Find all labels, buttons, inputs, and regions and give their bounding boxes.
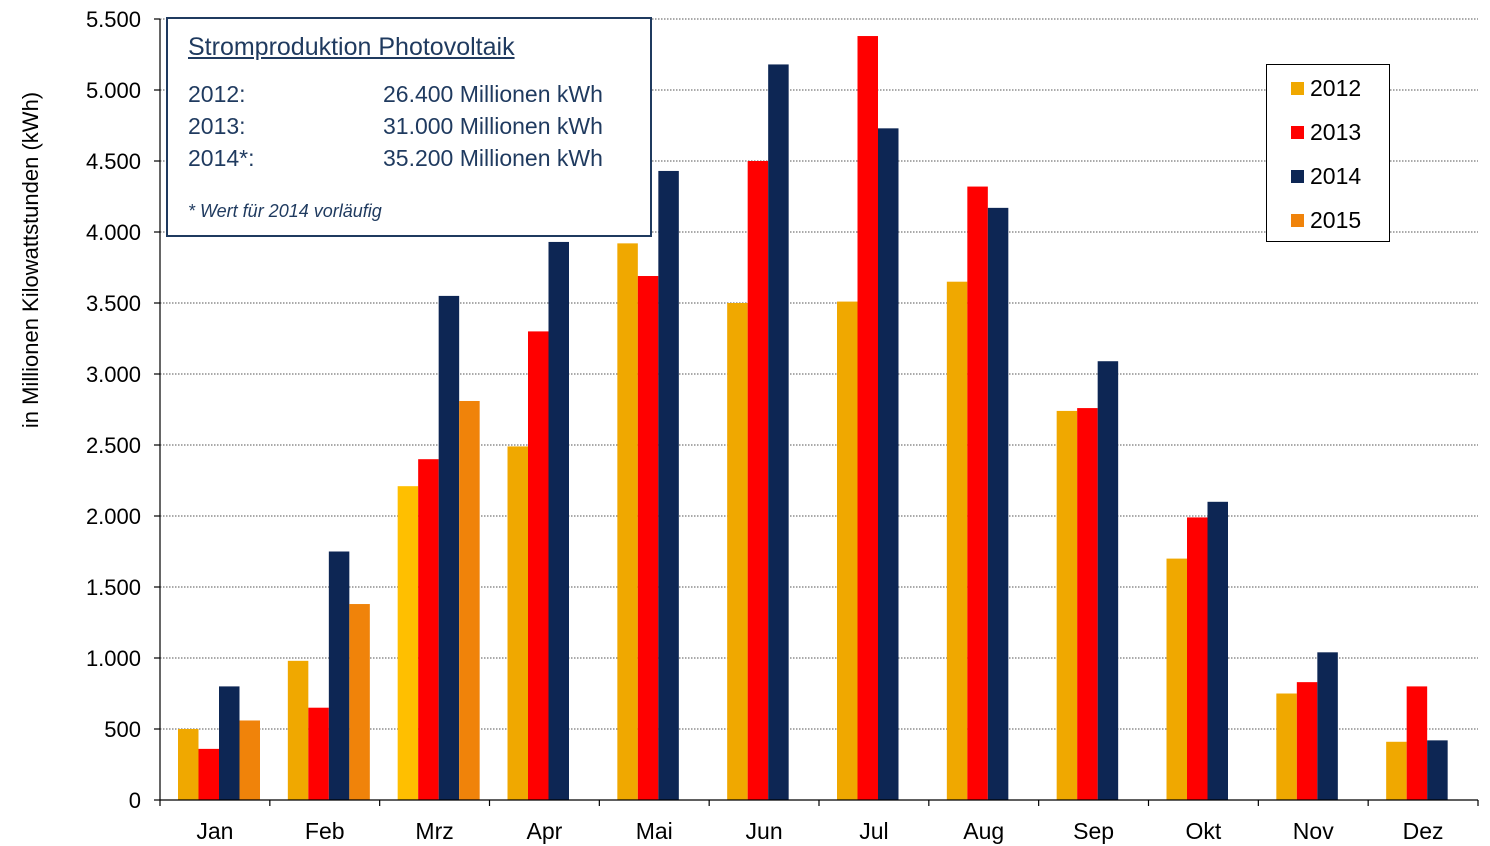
y-tick-label: 4.000 <box>86 220 141 245</box>
x-tick-label: Jan <box>196 818 233 844</box>
legend-label: 2015 <box>1310 206 1362 233</box>
bar-2012-aug <box>946 281 968 800</box>
bar-2012-nov <box>1276 693 1297 800</box>
x-tick-label: Aug <box>963 818 1004 844</box>
summary-year: 2012: <box>188 81 246 107</box>
bar-2013-aug <box>967 186 988 800</box>
y-tick-label: 2.000 <box>86 504 141 529</box>
legend-swatch-2013 <box>1291 125 1304 139</box>
x-tick-label: Nov <box>1293 818 1334 844</box>
bar-2014-okt <box>1207 501 1228 800</box>
bar-2014-mrz <box>438 295 460 800</box>
summary-row-2013: 2013: 31.000 Millionen kWh <box>188 113 603 140</box>
bar-2014-apr <box>548 241 569 800</box>
summary-box: Stromproduktion Photovoltaik 2012: 26.40… <box>166 17 652 237</box>
legend-label: 2012 <box>1310 74 1362 101</box>
x-tick-label: Mrz <box>415 818 453 844</box>
y-tick-label: 4.500 <box>86 149 141 174</box>
bar-2013-jan <box>198 748 219 800</box>
x-tick-label: Feb <box>305 818 345 844</box>
bar-2014-mai <box>658 170 679 800</box>
x-tick-label: Apr <box>527 818 563 844</box>
y-tick-label: 1.000 <box>86 646 141 671</box>
chart-legend: 2012 2013 2014 2015 <box>1266 64 1390 242</box>
summary-value: 26.400 Millionen kWh <box>383 81 603 107</box>
bar-2013-dez <box>1406 686 1428 800</box>
bar-2014-jan <box>219 686 240 800</box>
summary-title: Stromproduktion Photovoltaik <box>188 33 515 61</box>
legend-swatch-2014 <box>1291 169 1304 183</box>
y-axis-label: in Millionen Kilowattstunden (kWh) <box>18 92 43 428</box>
bar-2014-aug <box>987 207 1009 801</box>
legend-label: 2013 <box>1310 118 1362 145</box>
bar-2012-jul <box>837 301 858 800</box>
bar-2012-jan <box>178 729 199 800</box>
bar-2015-jan <box>239 720 260 800</box>
legend-item-2014: 2014 <box>1291 163 1361 189</box>
legend-swatch-2015 <box>1291 213 1304 227</box>
bar-2015-feb <box>349 604 370 800</box>
bar-2013-sep <box>1077 408 1098 800</box>
legend-swatch-2012 <box>1291 81 1304 95</box>
bar-2012-mai <box>617 243 638 801</box>
bar-2012-jun <box>727 303 748 800</box>
bar-2013-mai <box>637 276 659 800</box>
x-tick-label: Mai <box>636 818 673 844</box>
bar-2015-mrz <box>459 400 480 800</box>
summary-year: 2014*: <box>188 145 255 171</box>
summary-value: 31.000 Millionen kWh <box>383 113 603 139</box>
x-tick-label: Sep <box>1073 818 1114 844</box>
bar-2012-sep <box>1056 410 1078 800</box>
y-tick-labels: 0 500 1.000 1.500 2.000 2.500 3.000 3.500 4.000 4… <box>86 7 141 813</box>
y-tick-label: 0 <box>129 788 141 813</box>
bar-2014-jul <box>878 128 899 801</box>
bar-2013-jul <box>857 36 878 801</box>
bar-2013-feb <box>308 707 329 800</box>
legend-item-2013: 2013 <box>1291 119 1361 145</box>
summary-year: 2013: <box>188 113 246 139</box>
summary-footnote: * Wert für 2014 vorläufig <box>188 201 382 221</box>
axes <box>154 18 1479 806</box>
summary-row-2014: 2014*: 35.200 Millionen kWh <box>188 145 603 172</box>
bar-2013-apr <box>528 331 549 800</box>
bars <box>178 36 1448 801</box>
x-tick-label: Jul <box>859 818 888 844</box>
bar-2013-jun <box>747 161 769 800</box>
x-tick-label: Jun <box>746 818 783 844</box>
legend-item-2015: 2015 <box>1291 207 1361 233</box>
bar-2012-mrz <box>397 486 419 800</box>
bar-2014-jun <box>768 64 789 800</box>
y-tick-label: 500 <box>104 717 141 742</box>
bar-2012-okt <box>1166 558 1187 800</box>
summary-row-2012: 2012: 26.400 Millionen kWh <box>188 81 603 108</box>
x-tick-labels: Jan Feb Mrz Apr Mai Jun Jul Aug Sep Okt Nov Dez <box>196 818 1443 844</box>
bar-2014-nov <box>1317 652 1338 800</box>
x-tick-label: Dez <box>1403 818 1444 844</box>
bar-2012-feb <box>287 660 309 800</box>
bar-2014-feb <box>328 551 350 800</box>
y-tick-label: 5.000 <box>86 78 141 103</box>
summary-value: 35.200 Millionen kWh <box>383 145 603 171</box>
bar-2014-sep <box>1097 361 1119 800</box>
y-tick-label: 3.000 <box>86 362 141 387</box>
legend-label: 2014 <box>1310 162 1362 189</box>
bar-2012-apr <box>507 446 528 800</box>
bar-2013-mrz <box>418 459 439 800</box>
y-tick-label: 5.500 <box>86 7 141 32</box>
y-tick-label: 2.500 <box>86 433 141 458</box>
bar-2013-nov <box>1296 682 1318 800</box>
y-tick-label: 1.500 <box>86 575 141 600</box>
legend-item-2012: 2012 <box>1291 75 1361 101</box>
bar-2012-dez <box>1386 741 1407 800</box>
y-tick-label: 3.500 <box>86 291 141 316</box>
bar-2013-okt <box>1187 517 1208 800</box>
bar-2014-dez <box>1427 740 1448 800</box>
x-tick-label: Okt <box>1186 818 1222 844</box>
